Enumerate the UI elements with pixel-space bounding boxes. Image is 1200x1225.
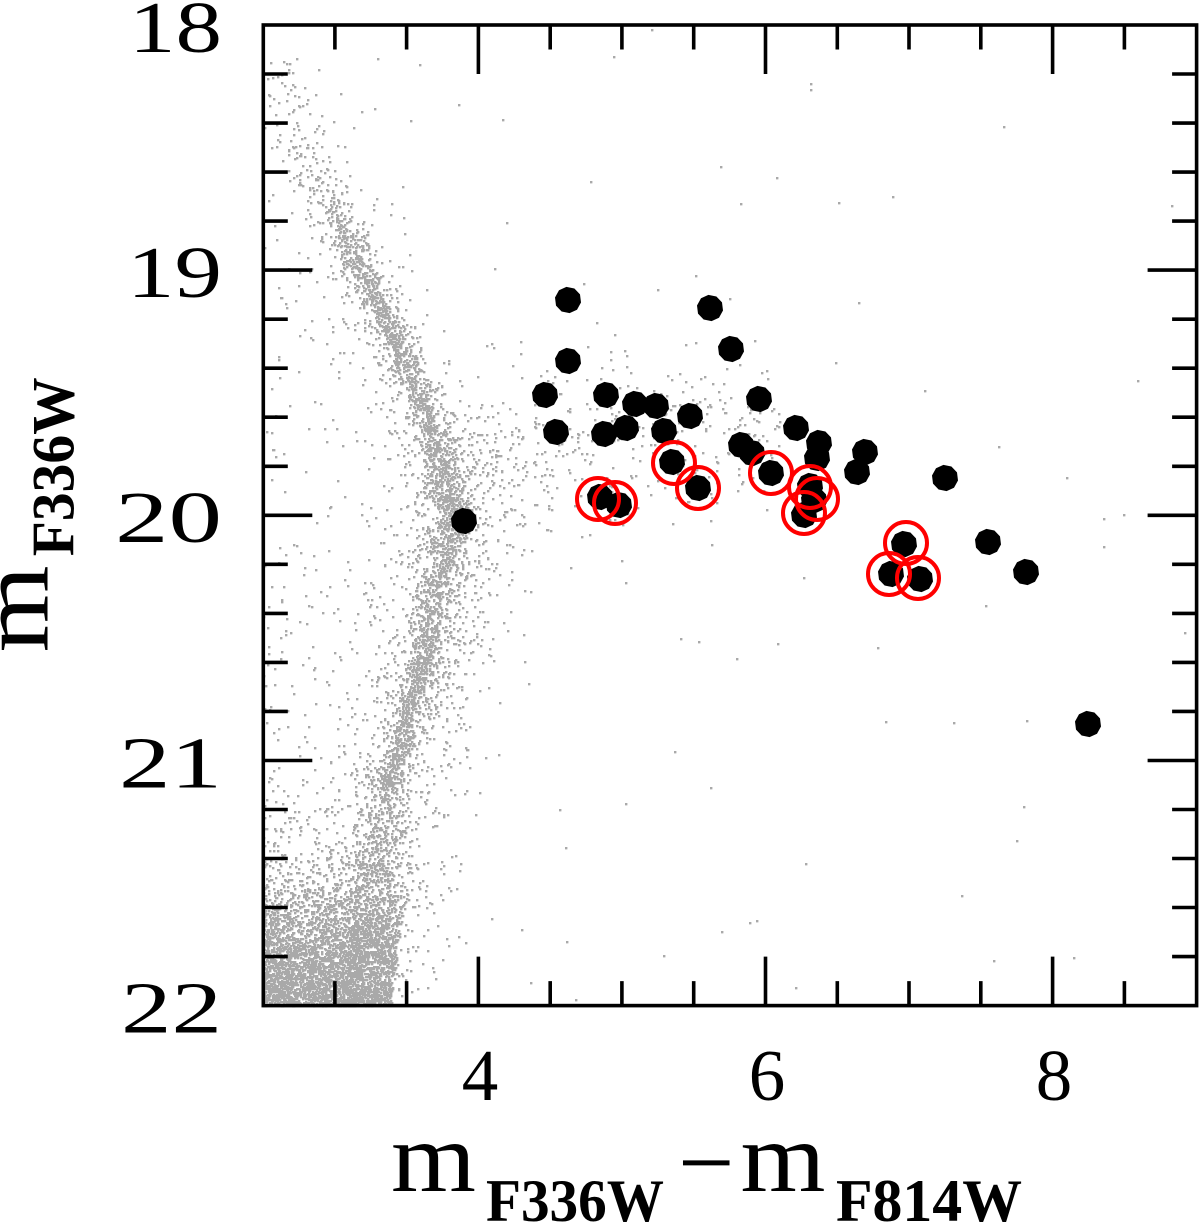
svg-text:18: 18 [129, 0, 222, 68]
svg-text:20: 20 [115, 477, 222, 558]
svg-text:F814W: F814W [836, 1168, 1022, 1225]
svg-text:F336W: F336W [486, 1168, 664, 1225]
svg-text:22: 22 [121, 968, 222, 1049]
svg-text:19: 19 [127, 232, 222, 313]
svg-text:m: m [741, 1102, 826, 1213]
svg-text:21: 21 [119, 722, 222, 803]
svg-text:F336W: F336W [21, 377, 87, 556]
svg-text:m: m [0, 565, 69, 652]
svg-text:6: 6 [749, 1035, 786, 1116]
svg-text:4: 4 [462, 1035, 499, 1116]
svg-text:8: 8 [1036, 1035, 1073, 1116]
svg-text:m: m [391, 1102, 476, 1213]
svg-text:−: − [678, 1107, 734, 1218]
